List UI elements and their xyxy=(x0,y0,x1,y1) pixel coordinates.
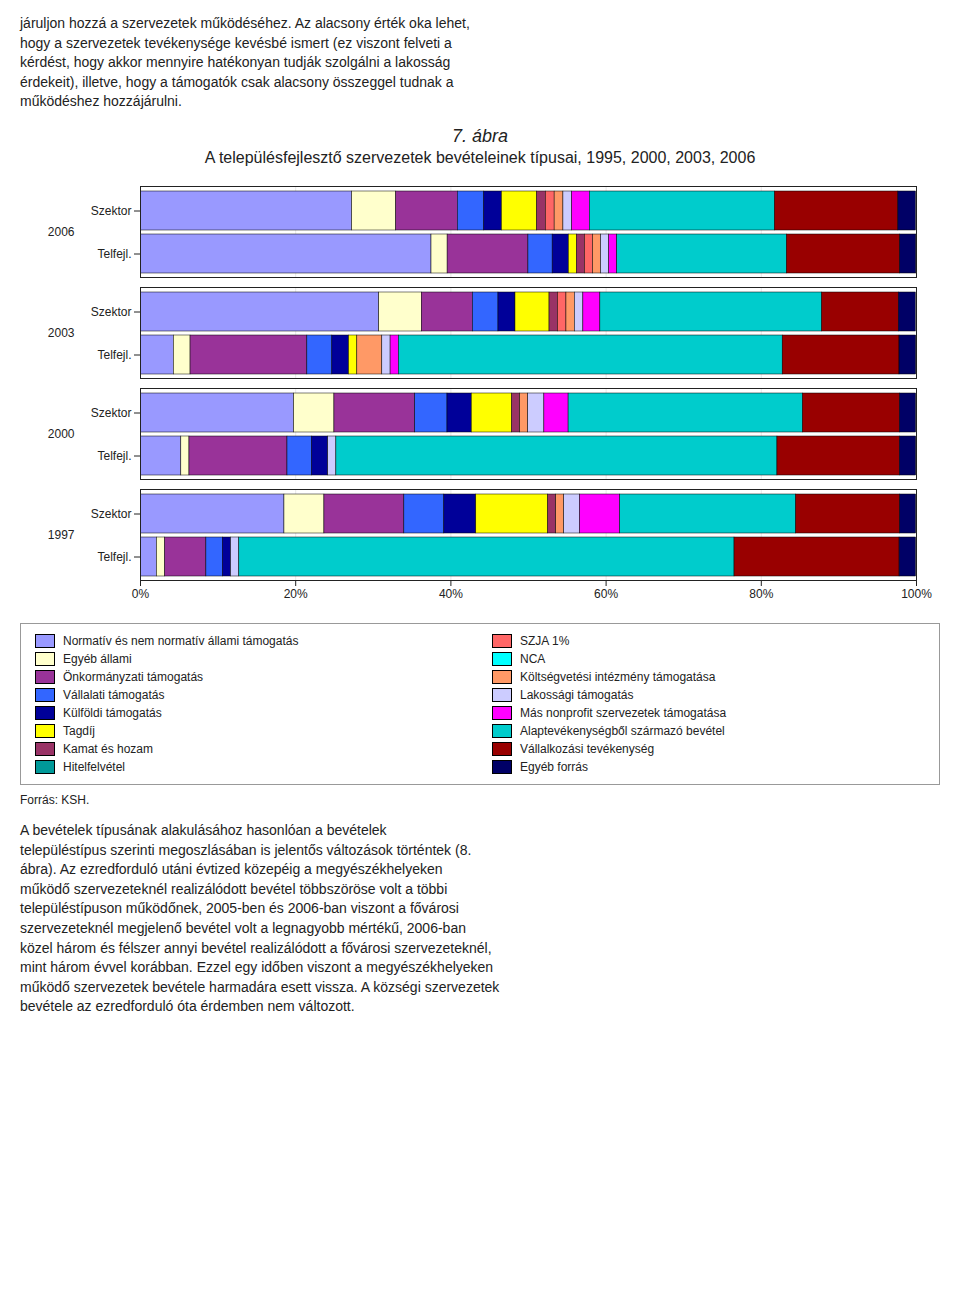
svg-text:Telfejl.: Telfejl. xyxy=(97,247,131,261)
html-text:Tagdíj: Tagdíj xyxy=(63,724,95,738)
svg-text:2006: 2006 xyxy=(48,225,75,239)
svg-text:Telfejl.: Telfejl. xyxy=(97,348,131,362)
html-text:Forrás: KSH.: Forrás: KSH. xyxy=(20,793,90,807)
html-text:Külföldi támogatás: Külföldi támogatás xyxy=(63,706,162,720)
html-text:A településfejlesztő szervezet: A településfejlesztő szervezetek bevétel… xyxy=(204,149,756,166)
html-text:Vállalkozási tevékenység: Vállalkozási tevékenység xyxy=(520,742,655,756)
svg-text:2003: 2003 xyxy=(48,326,75,340)
svg-text:0%: 0% xyxy=(132,587,150,601)
svg-text:100%: 100% xyxy=(901,587,932,601)
svg-text:60%: 60% xyxy=(594,587,618,601)
html-text:Költségvetési intézmény támoga: Költségvetési intézmény támogatása xyxy=(520,670,716,684)
svg-text:Telfejl.: Telfejl. xyxy=(97,449,131,463)
html-text:Más nonprofit szervezetek támo: Más nonprofit szervezetek támogatása xyxy=(520,706,727,720)
svg-text:1997: 1997 xyxy=(48,528,75,542)
html-text:Önkormányzati támogatás: Önkormányzati támogatás xyxy=(63,670,204,684)
svg-text:Szektor: Szektor xyxy=(91,305,132,319)
svg-text:Szektor: Szektor xyxy=(91,406,132,420)
html-text:7. ábra: 7. ábra xyxy=(452,126,508,146)
html-text:Egyéb forrás: Egyéb forrás xyxy=(520,760,588,774)
html-text:Alaptevékenységből származó be: Alaptevékenységből származó bevétel xyxy=(520,724,725,738)
svg-text:2000: 2000 xyxy=(48,427,75,441)
html-text:járuljon hozzá a szervezetek m: járuljon hozzá a szervezetek működéséhez… xyxy=(20,15,470,110)
html-text:Lakossági támogatás: Lakossági támogatás xyxy=(520,688,634,702)
svg-text:20%: 20% xyxy=(284,587,308,601)
html-text:A bevételek típusának alakulás: A bevételek típusának alakulásához hason… xyxy=(20,822,500,1015)
svg-text:40%: 40% xyxy=(439,587,463,601)
html-text:SZJA 1%: SZJA 1% xyxy=(520,634,570,648)
svg-text:80%: 80% xyxy=(749,587,773,601)
svg-text:Telfejl.: Telfejl. xyxy=(97,550,131,564)
html-text:Normatív és nem normatív állam: Normatív és nem normatív állami támogatá… xyxy=(63,634,299,648)
html-text:Hitelfelvétel: Hitelfelvétel xyxy=(63,760,125,774)
html-text:Egyéb állami: Egyéb állami xyxy=(63,652,132,666)
html-text:NCA: NCA xyxy=(520,652,546,666)
html-text:Kamat és hozam: Kamat és hozam xyxy=(63,742,153,756)
html-text:Vállalati támogatás: Vállalati támogatás xyxy=(63,688,165,702)
svg-text:Szektor: Szektor xyxy=(91,507,132,521)
svg-text:Szektor: Szektor xyxy=(91,204,132,218)
